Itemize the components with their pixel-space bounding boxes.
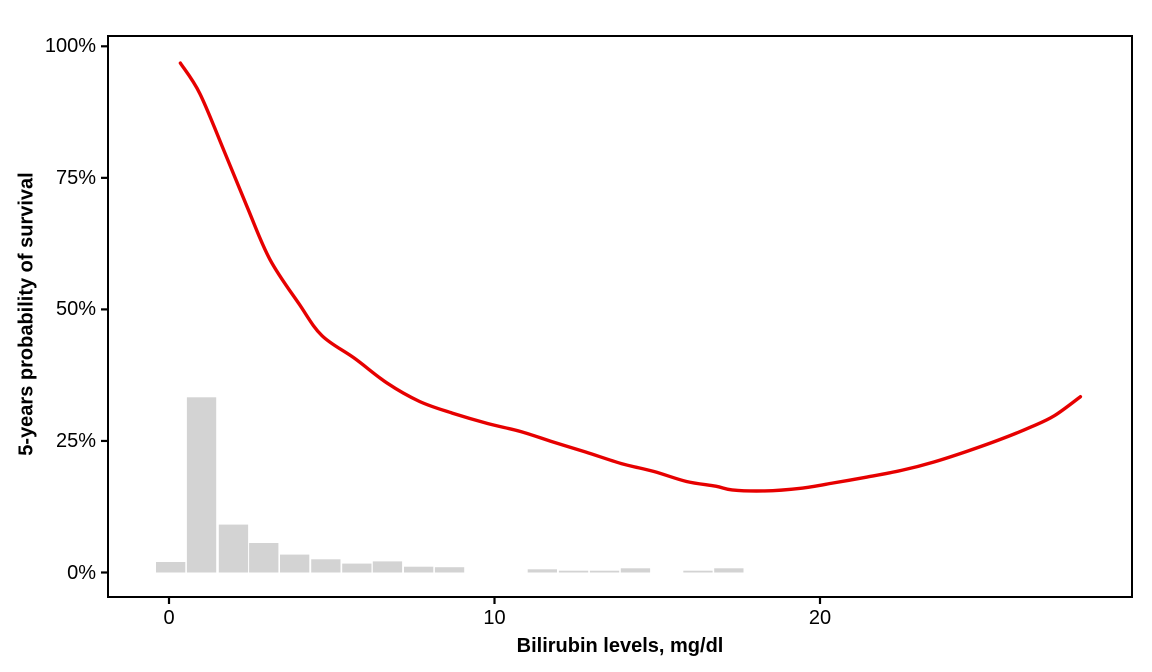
histogram-bar bbox=[527, 569, 557, 573]
y-tick-label: 25% bbox=[55, 429, 96, 452]
y-tick-label: 100% bbox=[44, 35, 96, 58]
histogram-bar bbox=[311, 559, 341, 573]
histogram-bar bbox=[434, 567, 465, 573]
histogram-bar bbox=[683, 570, 713, 573]
plot-panel-border bbox=[107, 35, 1133, 598]
histogram-bar bbox=[589, 570, 620, 573]
histogram-bar bbox=[342, 563, 372, 573]
survival-curve bbox=[178, 61, 1083, 493]
x-tick-label: 10 bbox=[483, 607, 506, 629]
y-tick-label: 0% bbox=[67, 561, 96, 584]
y-axis-title: 5-years probability of survival bbox=[15, 172, 38, 456]
histogram-bar bbox=[372, 561, 403, 573]
histogram-bar bbox=[156, 562, 186, 573]
x-axis-title: Bilirubin levels, mg/dl bbox=[516, 635, 724, 657]
histogram-bar bbox=[620, 568, 651, 573]
y-tick-label: 75% bbox=[55, 166, 96, 189]
x-tick-label: 0 bbox=[163, 607, 175, 629]
histogram-bar bbox=[404, 566, 434, 573]
histogram-bar bbox=[714, 568, 744, 573]
x-tick-label: 20 bbox=[808, 607, 832, 629]
histogram-bar bbox=[280, 554, 310, 573]
histogram-bar bbox=[249, 543, 279, 573]
histogram-bar bbox=[186, 397, 217, 573]
histogram-bar bbox=[218, 524, 249, 573]
y-tick-label: 50% bbox=[55, 298, 96, 321]
histogram-bar bbox=[558, 570, 589, 573]
